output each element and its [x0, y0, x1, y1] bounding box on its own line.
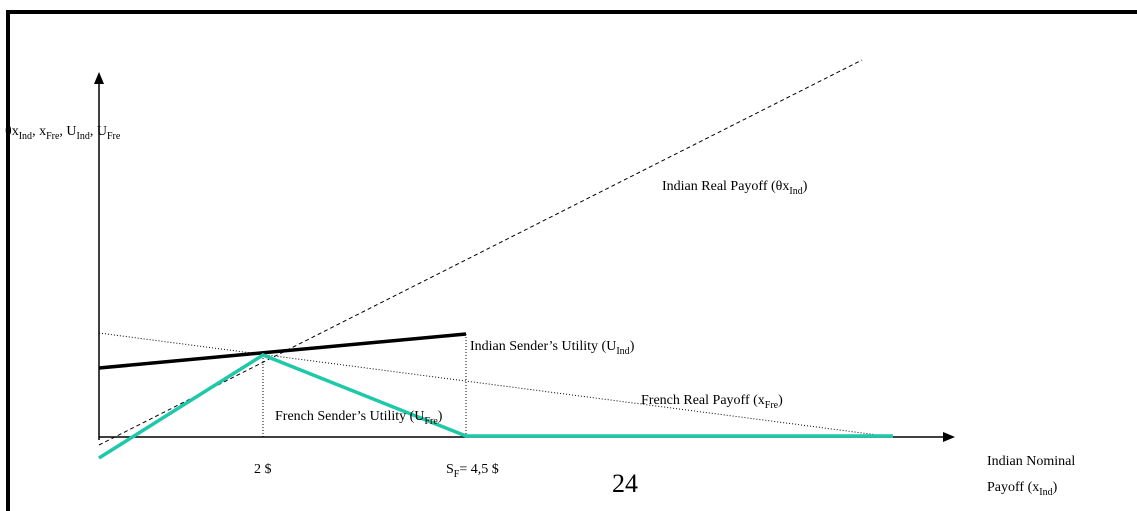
text-part: French Real Payoff (x — [641, 393, 765, 408]
text-part: ) — [1053, 480, 1058, 495]
x-axis-label: Indian Nominal — [987, 454, 1075, 469]
subscript: F — [454, 469, 460, 480]
text-part: Payoff (x — [987, 480, 1039, 495]
text-part: θx — [5, 124, 19, 139]
label: Indian Real Payoff (θxInd) — [662, 179, 808, 197]
text-part: ) — [778, 393, 783, 408]
text-part: S — [446, 462, 454, 477]
label: Indian Sender’s Utility (UInd) — [470, 339, 635, 357]
subscript: Fre — [765, 400, 779, 411]
text-part: = 4,5 $ — [459, 462, 498, 477]
subscript: Ind — [77, 131, 90, 142]
subscript: Fre — [107, 131, 121, 142]
subscript: Ind — [616, 346, 629, 357]
text-part: 24 — [612, 469, 638, 498]
text-part: ) — [630, 339, 635, 354]
text-part: , U — [90, 124, 107, 139]
indian-utility-line — [98, 332, 467, 370]
text-part: Indian Real Payoff (θx — [662, 179, 789, 194]
x-tick-label: SF= 4,5 $ — [446, 462, 499, 480]
x-tick-label: 2 $ — [254, 462, 272, 477]
text-part: ) — [438, 409, 443, 424]
text-part: Indian Nominal — [987, 454, 1075, 469]
subscript: Fre — [424, 416, 438, 427]
page-number: 24 — [612, 469, 638, 498]
y-arrow — [94, 72, 104, 84]
y-axis-label: θxInd, xFre, UInd, UFre — [5, 124, 121, 142]
subscript: Ind — [789, 186, 802, 197]
label: French Real Payoff (xFre) — [641, 393, 783, 411]
x-arrow — [943, 432, 955, 442]
subscript: Fre — [46, 131, 60, 142]
french-utility-line — [98, 353, 893, 460]
indian-real-line — [98, 59, 863, 446]
text-part: , x — [32, 124, 46, 139]
subscript: Ind — [19, 131, 32, 142]
label: French Sender’s Utility (UFre) — [275, 409, 443, 427]
x-axis-label: Payoff (xInd) — [987, 480, 1058, 498]
text-part: 2 $ — [254, 462, 272, 477]
text-part: French Sender’s Utility (U — [275, 409, 424, 424]
subscript: Ind — [1039, 487, 1052, 498]
text-part: Indian Sender’s Utility (U — [470, 339, 616, 354]
text-part: , U — [59, 124, 76, 139]
text-part: ) — [803, 179, 808, 194]
